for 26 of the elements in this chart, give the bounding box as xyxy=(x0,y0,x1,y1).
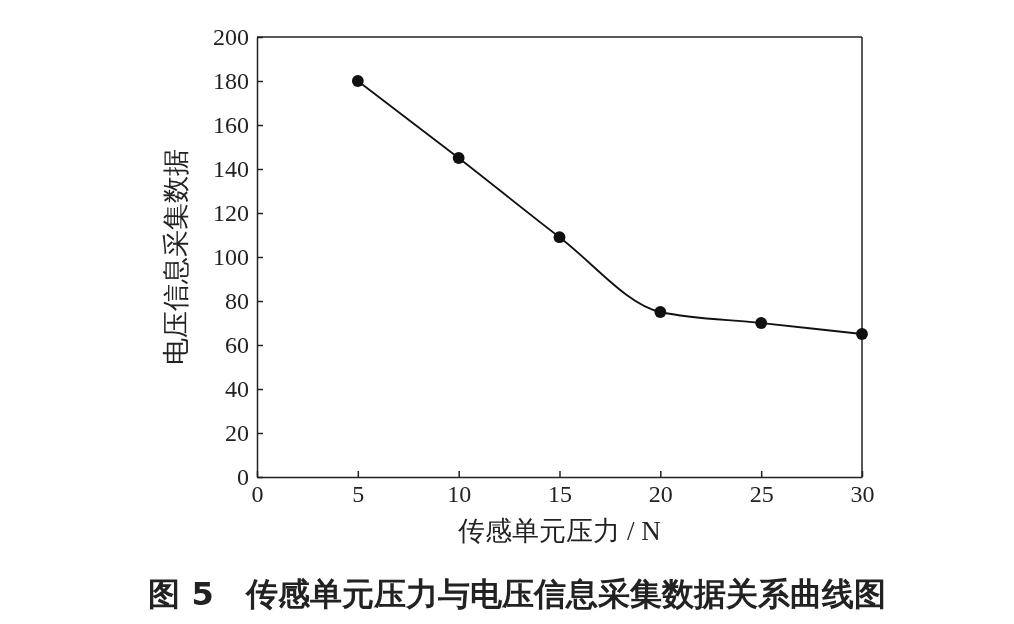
point xyxy=(351,75,364,87)
y-tick-label: 80 xyxy=(225,288,249,315)
y-tick-label: 0 xyxy=(237,464,249,491)
x-axis-title: 传感单元压力 / N xyxy=(458,516,661,546)
x-tick-label: 30 xyxy=(850,481,875,508)
x-tick-label: 5 xyxy=(352,481,365,508)
y-tick-label: 140 xyxy=(213,156,249,183)
y-tick-label: 60 xyxy=(225,332,249,359)
x-tick-label: 15 xyxy=(548,481,572,508)
y-axis-title: 电压信息采集数据 xyxy=(160,149,191,365)
point xyxy=(755,317,768,329)
x-tick-label: 10 xyxy=(447,481,472,508)
point xyxy=(654,306,667,318)
y-tick-label: 100 xyxy=(213,244,249,271)
text: 图 5 传感单元压力与电压信息采集数据关系曲线图 xyxy=(148,575,886,613)
y-tick-label: 40 xyxy=(225,376,249,403)
y-tick-label: 180 xyxy=(213,68,249,95)
x-tick-label: 20 xyxy=(648,481,673,508)
y-tick-label: 20 xyxy=(225,420,249,447)
point xyxy=(856,328,868,340)
y-tick-label: 120 xyxy=(213,200,249,227)
point xyxy=(553,231,566,244)
point xyxy=(452,152,465,164)
x-tick-label: 25 xyxy=(749,481,774,508)
y-tick-label: 200 xyxy=(213,24,249,51)
y-tick-label: 160 xyxy=(213,112,249,139)
